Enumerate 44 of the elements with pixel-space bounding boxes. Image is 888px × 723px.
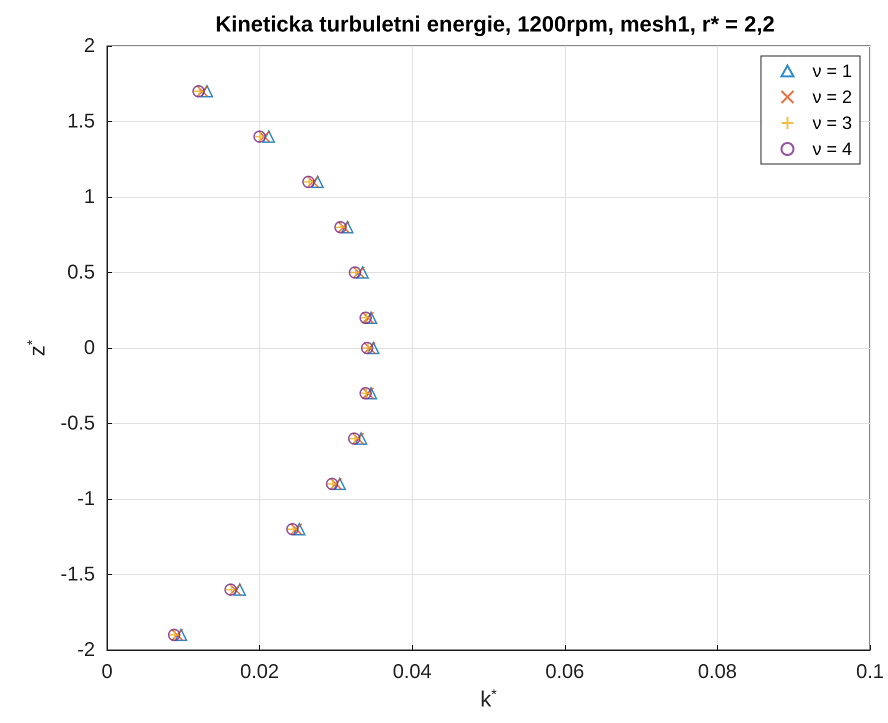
point: [234, 583, 246, 596]
y-tick-label: -0.5: [60, 412, 95, 434]
point: [262, 130, 276, 143]
point: [341, 220, 354, 234]
y-axis-title: z*: [24, 339, 50, 356]
point: [364, 387, 378, 400]
point: [356, 266, 369, 279]
y-tick-label: -1: [77, 488, 95, 510]
point: [258, 130, 270, 143]
point: [311, 176, 324, 188]
point: [352, 266, 366, 279]
point: [228, 583, 242, 596]
point: [306, 176, 320, 188]
x-tick-label: 0.04: [392, 661, 432, 683]
legend-label: ν = 2: [812, 87, 852, 107]
legend-label: ν = 1: [812, 61, 852, 81]
point: [290, 522, 302, 536]
point: [354, 432, 368, 445]
y-tick-label: 1: [84, 186, 95, 208]
y-tick-label: 0: [84, 337, 95, 359]
point: [293, 522, 306, 536]
x-tick-label: 0.08: [698, 661, 737, 683]
point: [367, 342, 380, 354]
point: [333, 478, 346, 490]
x-tick-label: 0.06: [545, 661, 584, 683]
x-tick-label: 0.02: [240, 661, 280, 683]
x-tick-label: 0.1: [856, 661, 884, 683]
y-tick-label: -1.5: [60, 564, 95, 586]
x-axis-title: k*: [480, 686, 498, 712]
x-tick-label: 0: [101, 661, 113, 683]
legend-label: ν = 3: [812, 113, 852, 133]
point: [337, 220, 350, 234]
point: [364, 312, 378, 324]
point: [352, 432, 364, 445]
point: [196, 85, 209, 98]
chart-title: Kineticka turbuletni energie, 1200rpm, mesh1, r* = 2,2: [215, 12, 775, 36]
y-tick-label: -2: [77, 639, 95, 661]
y-tick-label: 2: [84, 35, 95, 57]
y-tick-label: 0.5: [67, 262, 95, 284]
point: [330, 478, 342, 490]
legend-label: ν = 4: [812, 139, 852, 159]
point: [200, 85, 214, 98]
y-tick-label: 1.5: [67, 110, 95, 132]
point: [174, 628, 188, 642]
